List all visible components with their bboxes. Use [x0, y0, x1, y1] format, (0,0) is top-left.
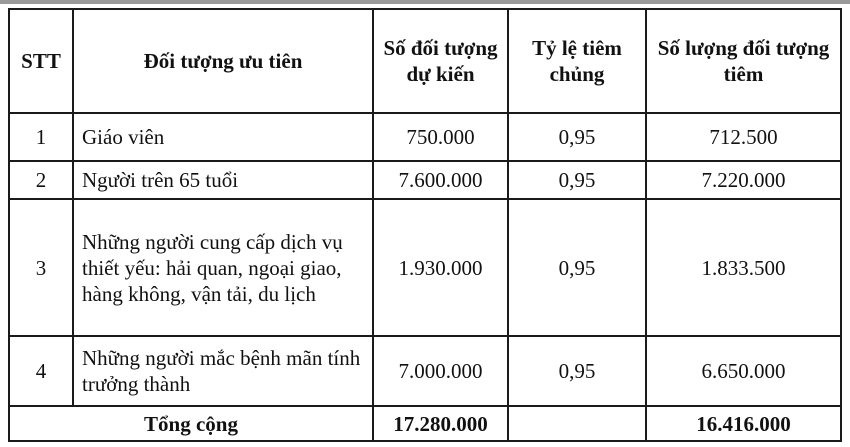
header-rate: Tỷ lệ tiêm chủng: [507, 8, 647, 114]
cell-rate: 0,95: [507, 198, 647, 337]
cell-expected: 1.930.000: [372, 198, 509, 337]
header-row: STT Đối tượng ưu tiên Số đối tượng dự ki…: [8, 8, 842, 114]
cell-stt: 3: [8, 198, 74, 337]
cell-stt: 4: [8, 335, 74, 407]
cell-stt: 1: [8, 112, 74, 162]
total-expected: 17.280.000: [372, 405, 509, 442]
cell-vaccinated: 1.833.500: [645, 198, 842, 337]
header-expected: Số đối tượng dự kiến: [372, 8, 509, 114]
header-stt: STT: [8, 8, 74, 114]
cell-expected: 7.600.000: [372, 160, 509, 200]
cell-group: Người trên 65 tuổi: [72, 160, 374, 200]
cell-vaccinated: 6.650.000: [645, 335, 842, 407]
table-row: 4 Những người mắc bệnh mãn tính trưởng t…: [8, 335, 842, 407]
table-row: 1 Giáo viên 750.000 0,95 712.500: [8, 112, 842, 162]
cell-rate: 0,95: [507, 160, 647, 200]
cell-rate: 0,95: [507, 335, 647, 407]
cell-group: Những người mắc bệnh mãn tính trưởng thà…: [72, 335, 374, 407]
total-vaccinated: 16.416.000: [645, 405, 842, 442]
cell-group: Giáo viên: [72, 112, 374, 162]
total-row: Tổng cộng 17.280.000 16.416.000: [8, 405, 842, 442]
cell-expected: 750.000: [372, 112, 509, 162]
cell-group: Những người cung cấp dịch vụ thiết yếu: …: [72, 198, 374, 337]
header-group: Đối tượng ưu tiên: [72, 8, 374, 114]
cell-expected: 7.000.000: [372, 335, 509, 407]
table-row: 3 Những người cung cấp dịch vụ thiết yếu…: [8, 198, 842, 337]
header-vaccinated: Số lượng đối tượng tiêm: [645, 8, 842, 114]
total-label: Tổng cộng: [8, 405, 374, 442]
cell-vaccinated: 7.220.000: [645, 160, 842, 200]
vaccination-priority-table: STT Đối tượng ưu tiên Số đối tượng dự ki…: [8, 8, 842, 442]
cell-rate: 0,95: [507, 112, 647, 162]
total-rate-empty: [507, 405, 647, 442]
top-border: [0, 0, 850, 4]
cell-stt: 2: [8, 160, 74, 200]
table-row: 2 Người trên 65 tuổi 7.600.000 0,95 7.22…: [8, 160, 842, 200]
cell-vaccinated: 712.500: [645, 112, 842, 162]
